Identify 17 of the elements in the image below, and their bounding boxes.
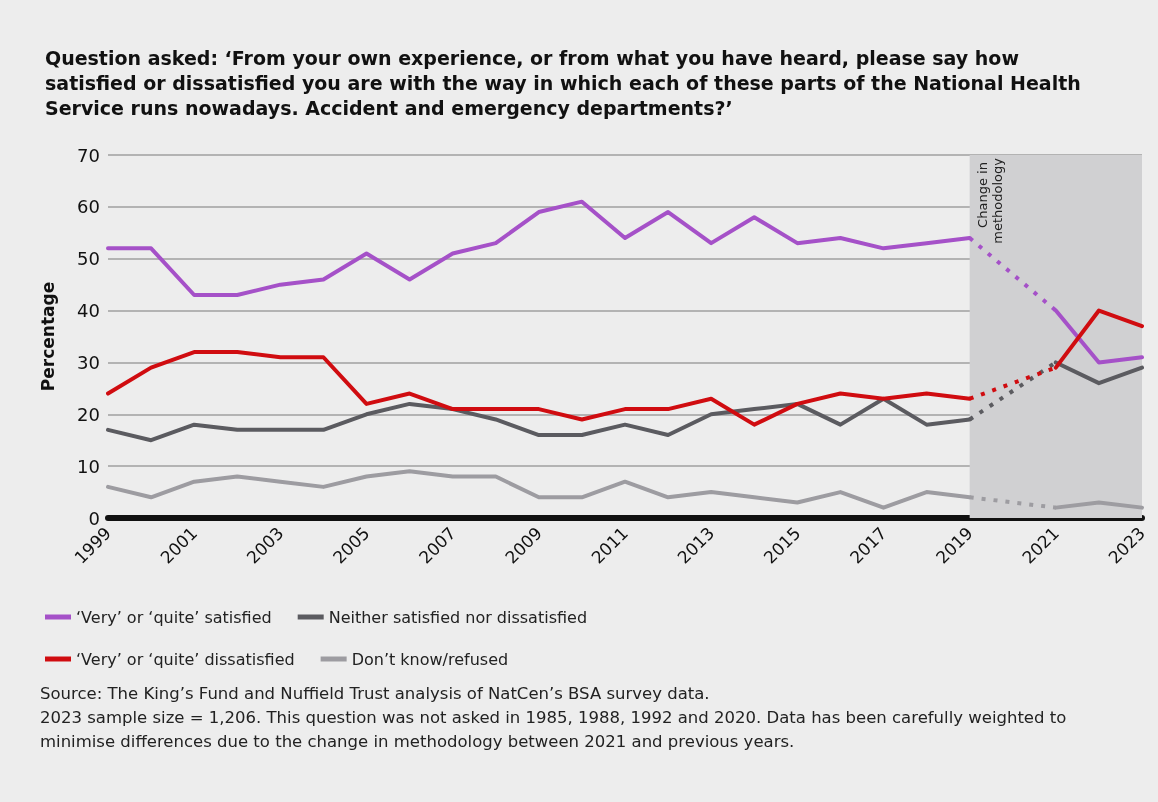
y-tick-label: 60 [77,196,100,218]
legend-label: ‘Very’ or ‘quite’ satisfied [76,607,272,627]
band-label: Change in methodology [974,157,1005,244]
y-tick-label: 0 [88,507,100,529]
y-tick-label: 50 [77,248,100,270]
chart-title: Question asked: ‘From your own experience, or from what you have heard, please say how satisfied or dissatisfied you are with the way in which each of these parts of the National Health Service runs nowadays. Accident and emergency departments?’ [45,46,1088,119]
legend-label: Don’t know/refused [351,649,509,669]
legend-label: ‘Very’ or ‘quite’ dissatisfied [76,649,295,669]
y-axis-title: Percentage [37,281,58,392]
legend-label: Neither satisfied nor dissatisfied [328,607,588,627]
text: 2023 sample size = 1,206. This question was not asked in 1985, 1988, 1992 and 2020. Data has been carefully weighted to minimise differences due to the change in methodology between 2021 and previous years. [40,707,1068,753]
y-tick-label: 30 [77,351,100,373]
y-tick-label: 20 [77,403,100,425]
source-note: Source: The King’s Fund and Nuffield Trust analysis of NatCen’s BSA survey data. [40,683,711,705]
y-tick-label: 10 [77,455,100,477]
y-tick-label: 40 [77,300,100,322]
y-tick-label: 70 [77,144,100,166]
